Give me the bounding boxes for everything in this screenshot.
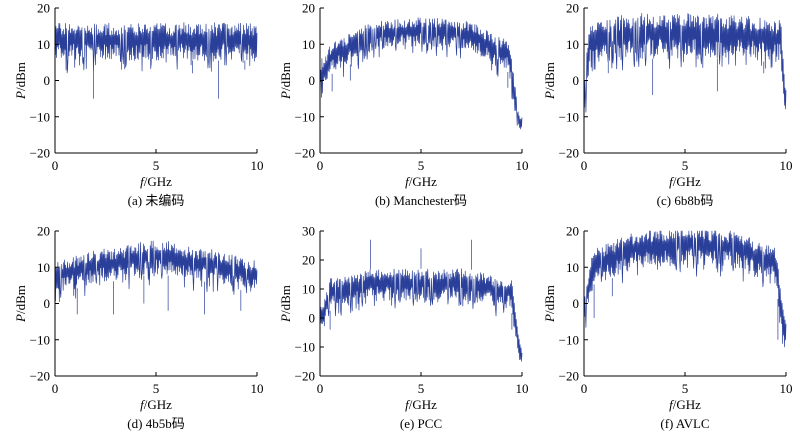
x-axis-label: f/GHz bbox=[669, 174, 701, 189]
y-axis-label: P/dBm bbox=[278, 285, 293, 323]
x-tick-label: 0 bbox=[581, 381, 588, 396]
y-tick-label: −10 bbox=[30, 332, 50, 347]
y-tick-label: −20 bbox=[295, 146, 315, 161]
x-axis-label: f/GHz bbox=[140, 397, 172, 412]
y-tick-label: 20 bbox=[37, 224, 50, 239]
x-tick-label: 0 bbox=[52, 158, 59, 173]
y-tick-label: 20 bbox=[302, 1, 315, 16]
y-tick-label: 30 bbox=[302, 224, 315, 239]
y-tick-label: −20 bbox=[30, 369, 50, 384]
y-tick-label: 20 bbox=[302, 253, 315, 268]
y-tick-label: 0 bbox=[309, 73, 316, 88]
y-axis-label: P/dBm bbox=[278, 62, 293, 100]
subplot-f: −20 −10 0 10 20 0 5 10 f/GHz P/dBm (f) AVLC bbox=[542, 224, 793, 432]
x-tick-label: 5 bbox=[418, 158, 425, 173]
x-tick-label: 5 bbox=[682, 381, 689, 396]
y-axis-label: P/dBm bbox=[542, 62, 557, 100]
y-tick-label: −10 bbox=[559, 332, 579, 347]
spectrum-line bbox=[583, 13, 787, 113]
y-tick-label: 20 bbox=[37, 1, 50, 16]
x-axis-label: f/GHz bbox=[669, 397, 701, 412]
x-tick-label: 10 bbox=[251, 381, 264, 396]
subplot-caption: (c) 6b8b码 bbox=[657, 193, 714, 208]
x-tick-label: 10 bbox=[516, 381, 529, 396]
y-axis-label: P/dBm bbox=[13, 62, 28, 100]
x-axis-label: f/GHz bbox=[405, 397, 437, 412]
x-tick-label: 0 bbox=[52, 381, 59, 396]
spectrum-line bbox=[319, 239, 523, 362]
y-tick-label: 0 bbox=[573, 73, 580, 88]
y-tick-label: −10 bbox=[559, 109, 579, 124]
y-tick-label: 20 bbox=[566, 1, 579, 16]
subplot-caption: (f) AVLC bbox=[660, 416, 709, 431]
x-tick-label: 5 bbox=[682, 158, 689, 173]
y-tick-label: 0 bbox=[44, 296, 51, 311]
x-tick-label: 5 bbox=[153, 158, 160, 173]
y-tick-label: 0 bbox=[44, 73, 51, 88]
spectrum-line bbox=[54, 22, 258, 99]
y-tick-label: −10 bbox=[295, 109, 315, 124]
subplot-caption: (a) 未编码 bbox=[128, 193, 185, 208]
y-tick-label: 10 bbox=[566, 260, 579, 275]
y-tick-label: −20 bbox=[295, 369, 315, 384]
x-tick-label: 0 bbox=[317, 381, 324, 396]
spectrum-line bbox=[54, 240, 258, 315]
y-tick-label: 20 bbox=[566, 224, 579, 239]
x-tick-label: 0 bbox=[317, 158, 324, 173]
y-tick-label: −10 bbox=[295, 340, 315, 355]
subplot-d: −20 −10 0 10 20 0 5 10 f/GHz P/dBm (d) 4b5b码 bbox=[13, 224, 264, 432]
subplot-caption: (b) Manchester码 bbox=[375, 193, 467, 208]
subplot-caption: (d) 4b5b码 bbox=[127, 416, 184, 431]
y-tick-label: 10 bbox=[566, 37, 579, 52]
spectrum-line bbox=[583, 230, 787, 348]
x-tick-label: 0 bbox=[581, 158, 588, 173]
y-tick-label: 0 bbox=[309, 311, 316, 326]
y-tick-label: 10 bbox=[302, 282, 315, 297]
y-axis-label: P/dBm bbox=[13, 285, 28, 323]
y-tick-label: 10 bbox=[302, 37, 315, 52]
subplot-a: −20 −10 0 10 20 0 5 10 f/GHz P/dBm (a) 未编码 bbox=[13, 1, 264, 209]
x-tick-label: 10 bbox=[251, 158, 264, 173]
y-tick-label: −20 bbox=[559, 369, 579, 384]
subplot-b: −20 −10 0 10 20 0 5 10 f/GHz P/dBm (b) Manchester码 bbox=[278, 1, 529, 209]
y-tick-label: 10 bbox=[37, 260, 50, 275]
subplot-c: −20 −10 0 10 20 0 5 10 f/GHz P/dBm (c) 6b8b码 bbox=[542, 1, 793, 209]
y-tick-label: −10 bbox=[30, 109, 50, 124]
y-tick-label: −20 bbox=[30, 146, 50, 161]
subplot-caption: (e) PCC bbox=[400, 416, 442, 431]
x-tick-label: 5 bbox=[153, 381, 160, 396]
subplot-e: −20 −10 0 10 20 30 0 5 10 f/GHz P/dBm (e) PCC bbox=[278, 224, 529, 432]
x-tick-label: 10 bbox=[780, 381, 793, 396]
x-axis-label: f/GHz bbox=[140, 174, 172, 189]
y-tick-label: 10 bbox=[37, 37, 50, 52]
y-tick-label: −20 bbox=[559, 146, 579, 161]
x-tick-label: 10 bbox=[516, 158, 529, 173]
x-axis-label: f/GHz bbox=[405, 174, 437, 189]
y-tick-label: 0 bbox=[573, 296, 580, 311]
y-axis-label: P/dBm bbox=[542, 285, 557, 323]
spectrum-line bbox=[319, 17, 523, 130]
x-tick-label: 5 bbox=[418, 381, 425, 396]
x-tick-label: 10 bbox=[780, 158, 793, 173]
